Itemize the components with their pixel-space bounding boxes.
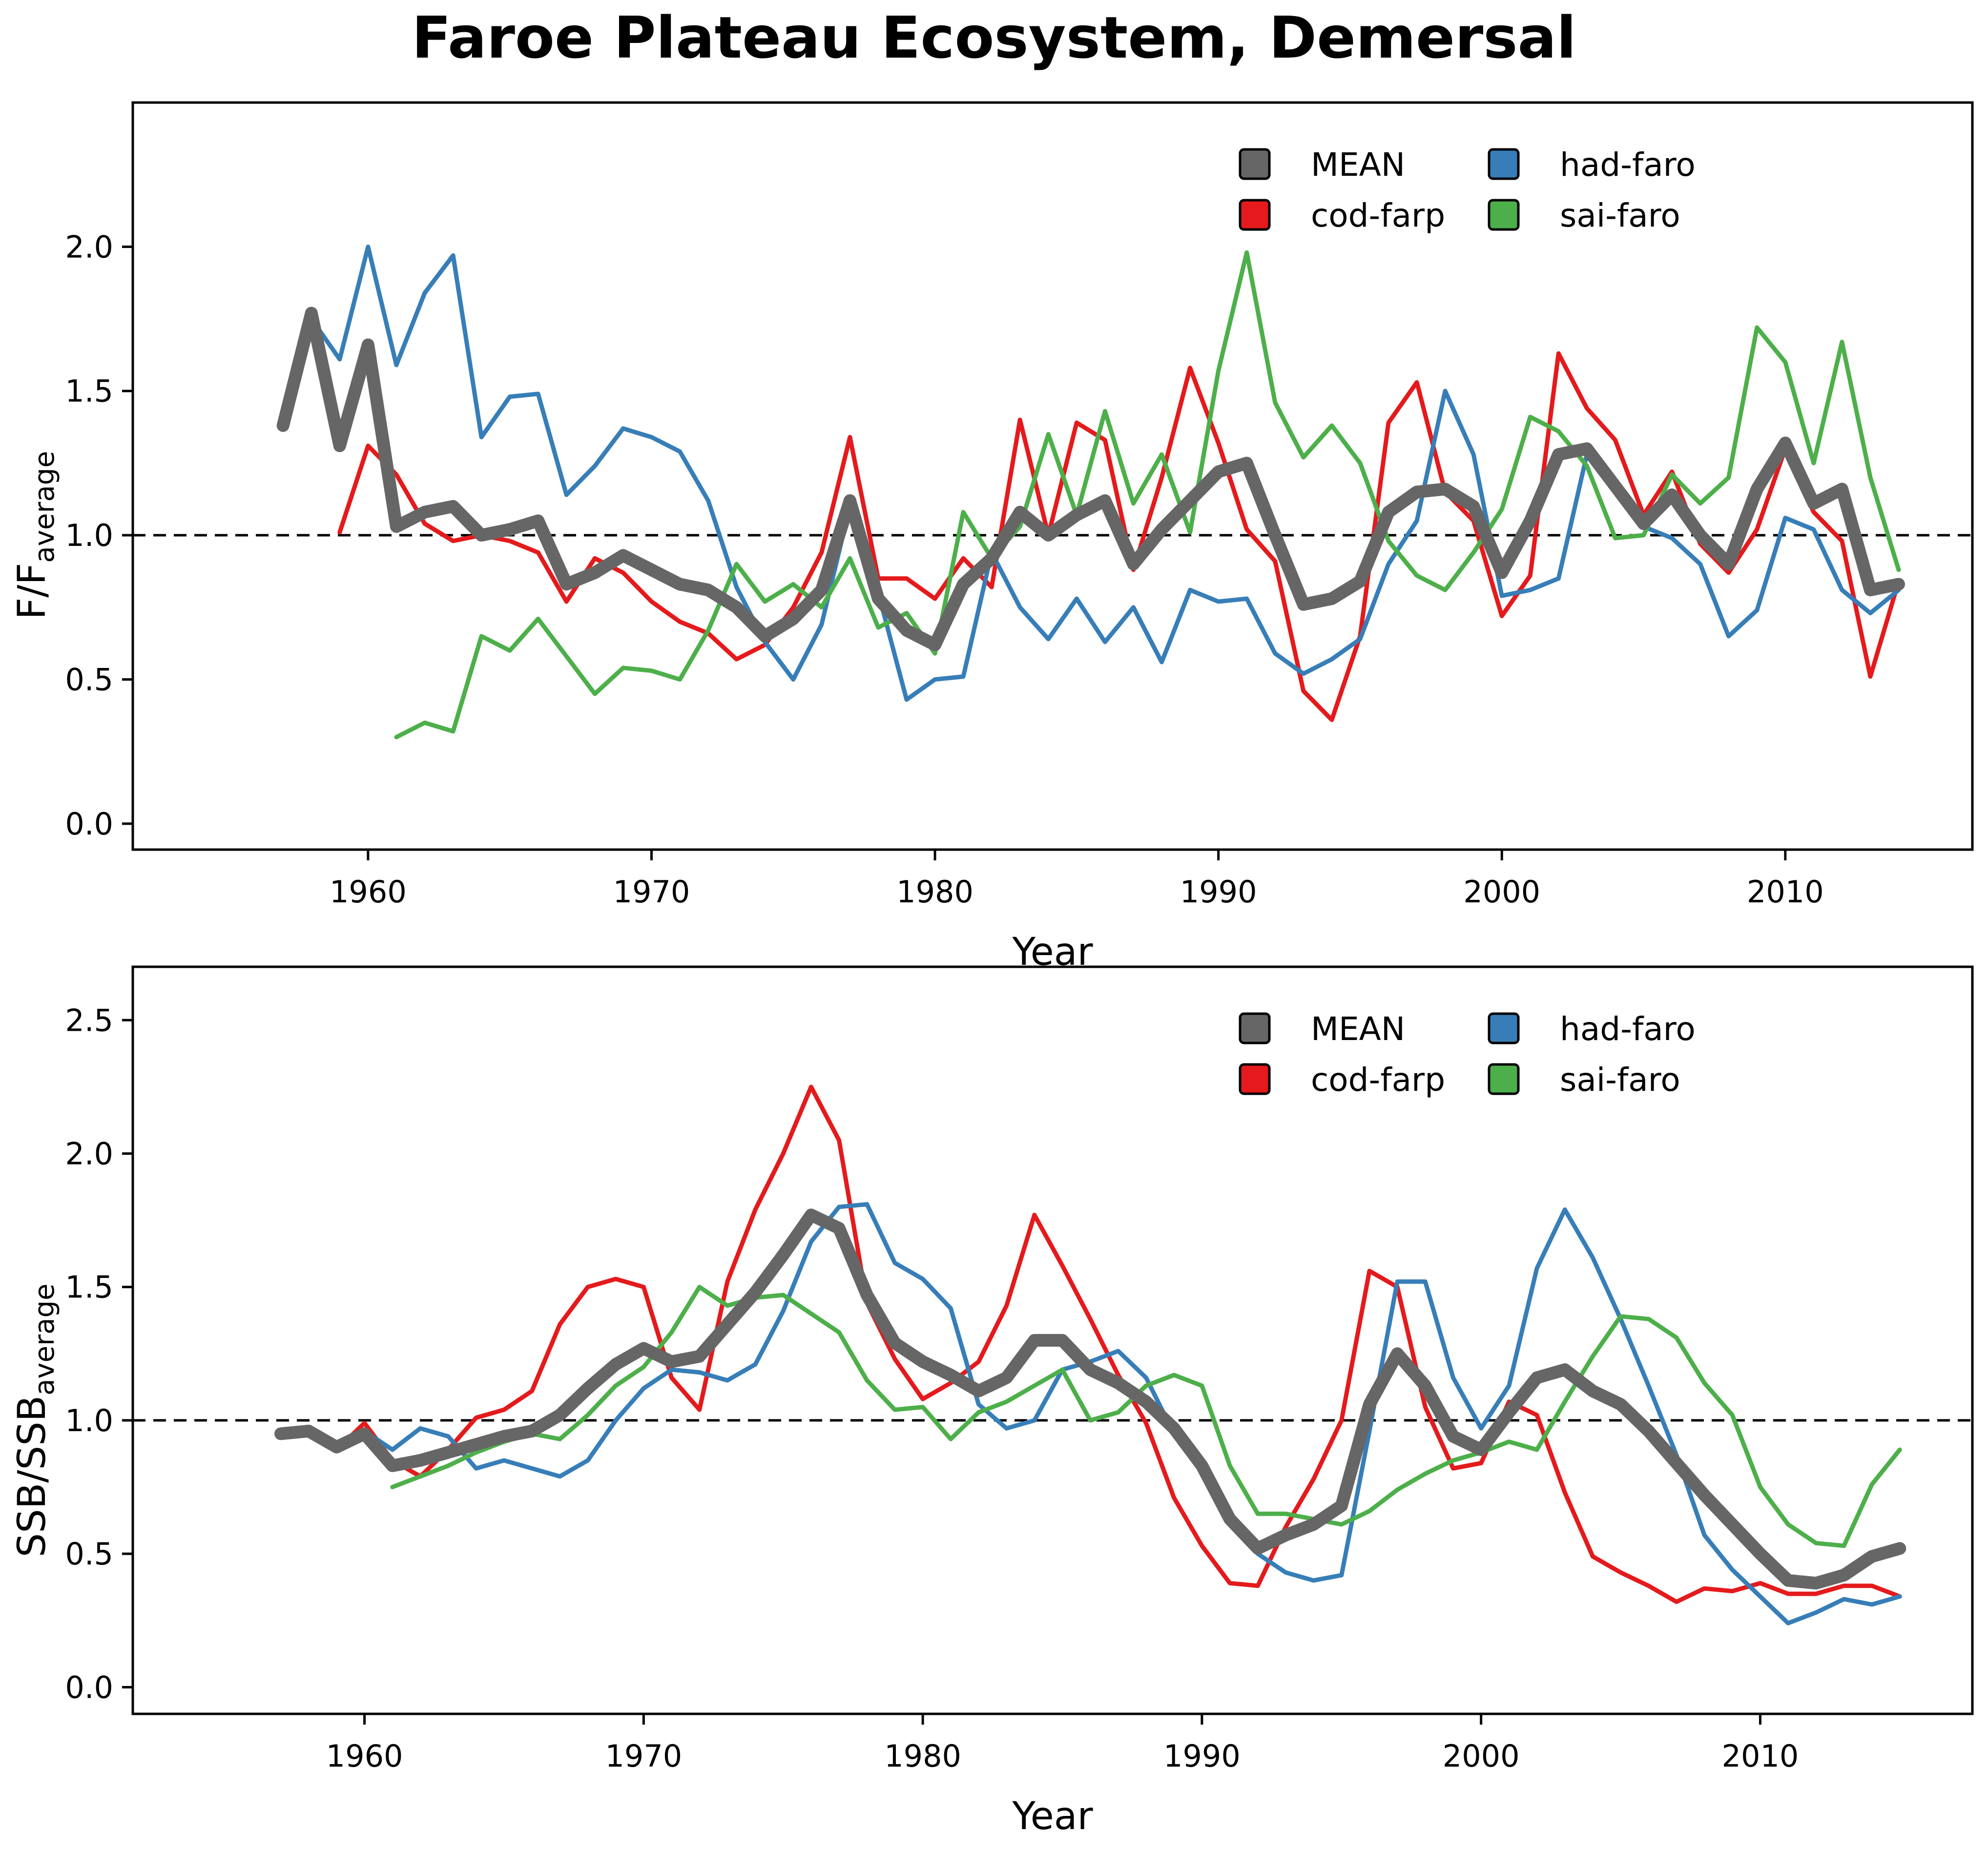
legend-label: had-faro bbox=[1560, 146, 1696, 184]
y-axis-label-main: SSB/SSB bbox=[10, 1396, 54, 1557]
x-tick-label: 2010 bbox=[1747, 874, 1824, 910]
x-tick-label: 2010 bbox=[1722, 1738, 1799, 1774]
y-tick-label: 1.5 bbox=[65, 374, 113, 409]
plot-frame bbox=[131, 965, 1974, 1715]
x-tick-label: 1960 bbox=[326, 1738, 403, 1774]
panel-fishing-mortality: 0.0 0.5 1.0 1.5 2.0 1960 1970 1980 1990 2000 2010 Y… bbox=[0, 93, 1988, 1001]
y-tick-label: 0.5 bbox=[65, 1536, 113, 1572]
x-tick-label: 1990 bbox=[1163, 1738, 1241, 1774]
series-line-mean bbox=[276, 307, 1905, 651]
y-tick-label: 2.0 bbox=[65, 1136, 113, 1172]
legend-swatch bbox=[1488, 1012, 1520, 1044]
legend-swatch bbox=[1488, 1063, 1520, 1095]
x-tick-label: 1970 bbox=[605, 1738, 682, 1774]
plot-frame bbox=[131, 101, 1974, 851]
y-tick-label: 1.0 bbox=[65, 1403, 113, 1438]
x-axis-label: Year bbox=[1012, 1794, 1093, 1838]
y-tick-label: 1.5 bbox=[65, 1270, 113, 1305]
legend-swatch bbox=[1488, 148, 1520, 180]
x-tick-label: 1980 bbox=[884, 1738, 961, 1774]
legend-label: sai-faro bbox=[1560, 197, 1680, 234]
series-line-mean bbox=[274, 1208, 1906, 1590]
legend-label: had-faro bbox=[1560, 1010, 1696, 1048]
panel-spawning-stock-biomass: 0.0 0.5 1.0 1.5 2.0 2.5 1960 1970 1980 1990 2000 20… bbox=[0, 957, 1988, 1865]
series-line-cod-farp bbox=[278, 1084, 1902, 1604]
legend-label: MEAN bbox=[1311, 146, 1405, 184]
legend-swatch bbox=[1239, 1012, 1271, 1044]
y-tick-label: 0.0 bbox=[65, 806, 113, 842]
y-axis-label-main: F/F bbox=[10, 563, 54, 620]
y-tick-label: 2.5 bbox=[65, 1002, 113, 1038]
legend-swatch bbox=[1239, 199, 1271, 231]
x-tick-label: 1960 bbox=[330, 874, 407, 910]
legend-swatch bbox=[1239, 1063, 1271, 1095]
x-tick-label: 2000 bbox=[1463, 874, 1540, 910]
y-axis-label: F/Faverage bbox=[10, 451, 61, 619]
y-tick-label: 0.0 bbox=[65, 1669, 113, 1705]
series-line-had-faro bbox=[278, 1202, 1902, 1625]
x-tick-label: 2000 bbox=[1443, 1738, 1520, 1774]
x-tick-label: 1970 bbox=[613, 874, 690, 910]
chart-svg-1: 0.0 0.5 1.0 1.5 2.0 2.5 1960 1970 1980 1990 2000 20… bbox=[10, 965, 1974, 1838]
y-axis-label-subscript: average bbox=[29, 1284, 61, 1396]
legend-label: sai-faro bbox=[1560, 1061, 1680, 1099]
y-tick-label: 2.0 bbox=[65, 229, 113, 265]
y-tick-label: 1.0 bbox=[65, 518, 113, 553]
y-axis-label-subscript: average bbox=[29, 451, 61, 562]
legend-label: cod-farp bbox=[1311, 197, 1445, 234]
series-line-cod-farp bbox=[337, 351, 1901, 722]
legend-label: cod-farp bbox=[1311, 1061, 1445, 1099]
chart-title: Faroe Plateau Ecosystem, Demersal bbox=[412, 4, 1576, 71]
series-line-sai-faro bbox=[390, 1285, 1902, 1548]
y-axis-label: SSB/SSBaverage bbox=[10, 1284, 61, 1558]
x-tick-label: 1980 bbox=[896, 874, 973, 910]
y-tick-label: 0.5 bbox=[65, 662, 113, 697]
legend-label: MEAN bbox=[1311, 1010, 1405, 1048]
legend-swatch bbox=[1488, 199, 1520, 231]
legend-swatch bbox=[1239, 148, 1271, 180]
x-tick-label: 1990 bbox=[1180, 874, 1257, 910]
